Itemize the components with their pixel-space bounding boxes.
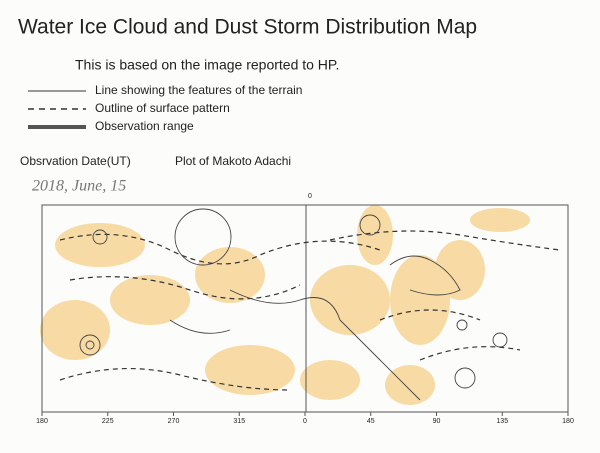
- title: Water Ice Cloud and Dust Storm Distribut…: [18, 16, 477, 39]
- date-label: Obsrvation Date(UT): [20, 154, 131, 168]
- tick-label: 180: [36, 418, 48, 425]
- tick-label: 135: [496, 418, 508, 425]
- surface-outlines: [59, 230, 561, 391]
- tick-label: 0: [303, 418, 307, 425]
- dust-areas: [40, 205, 530, 405]
- top-label: 0: [308, 193, 312, 200]
- legend-label: Line showing the features of the terrain: [95, 83, 302, 97]
- author: Plot of Makoto Adachi: [175, 154, 291, 168]
- legend-label: Outline of surface pattern: [95, 101, 230, 115]
- terrain-lines: [79, 208, 508, 401]
- tick-label: 315: [233, 418, 245, 425]
- longitude-axis: 180 225 270 315 0 45 90 135 180: [36, 412, 574, 425]
- tick-label: 180: [562, 418, 574, 425]
- handwritten-date: 2018, June, 15: [32, 178, 126, 195]
- tick-label: 270: [168, 418, 180, 425]
- tick-label: 90: [433, 418, 441, 425]
- tick-label: 225: [102, 418, 114, 425]
- subtitle: This is based on the image reported to H…: [75, 57, 339, 73]
- tick-label: 45: [367, 418, 375, 425]
- legend-label: Observation range: [95, 119, 194, 133]
